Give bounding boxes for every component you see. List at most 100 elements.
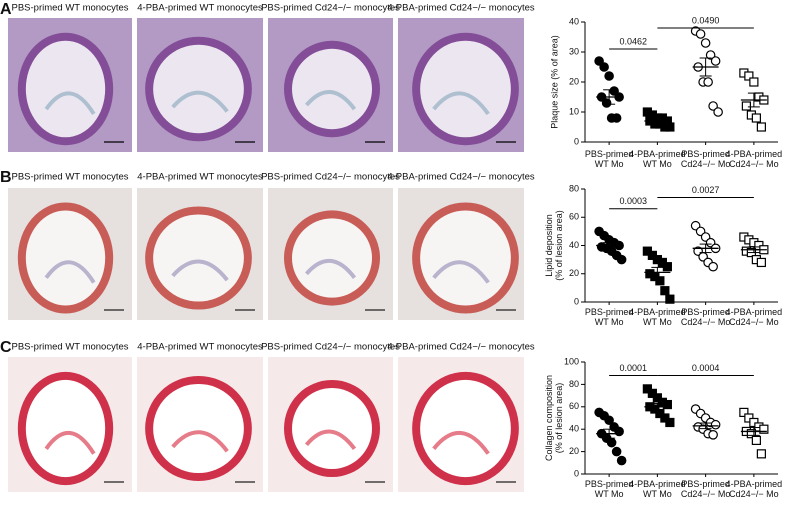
y-tick-label: 60 bbox=[569, 401, 579, 411]
x-tick-label: PBS-primed WT Mo bbox=[585, 149, 634, 169]
x-tick-label: 4-PBA-primed Cd24−/− Mo bbox=[726, 149, 783, 169]
histology-image bbox=[137, 188, 263, 320]
y-tick-label: 0 bbox=[574, 296, 579, 306]
image-title: PBS-primed Cd24−/− monocytes bbox=[261, 342, 400, 353]
x-tick-label: 4-PBA-primed WT Mo bbox=[629, 307, 686, 327]
plaque bbox=[44, 260, 96, 284]
error-bar bbox=[651, 118, 664, 124]
p-value: 0.0004 bbox=[692, 363, 720, 373]
lumen bbox=[25, 40, 106, 138]
y-tick-label: 40 bbox=[569, 240, 579, 250]
x-tick-label: 4-PBA-primed WT Mo bbox=[629, 479, 686, 499]
data-point bbox=[756, 257, 766, 268]
data-point bbox=[604, 415, 614, 426]
data-point bbox=[665, 417, 675, 428]
plaque bbox=[171, 90, 229, 113]
x-tick-label: PBS-primed WT Mo bbox=[585, 479, 634, 499]
data-point bbox=[710, 419, 721, 430]
data-point bbox=[710, 56, 721, 66]
image-title: PBS-primed Cd24−/− monocytes bbox=[261, 3, 400, 14]
x-tick-label: 4-PBA-primed Cd24−/− Mo bbox=[726, 479, 783, 499]
plaque bbox=[44, 430, 96, 455]
image-title: PBS-primed WT monocytes bbox=[11, 342, 128, 353]
y-tick-label: 30 bbox=[569, 46, 579, 56]
y-tick-label: 0 bbox=[574, 468, 579, 478]
error-bar bbox=[747, 427, 760, 436]
y-tick-label: 80 bbox=[569, 183, 579, 193]
data-point bbox=[703, 77, 713, 87]
data-point bbox=[705, 50, 716, 60]
panel-label: A bbox=[0, 1, 12, 18]
p-value: 0.0027 bbox=[692, 185, 720, 195]
x-tick-label: PBS-primed WT Mo bbox=[585, 307, 634, 327]
y-tick-label: 10 bbox=[569, 106, 579, 116]
y-tick-label: 100 bbox=[564, 356, 579, 366]
x-tick-label: 4-PBA-primed WT Mo bbox=[629, 149, 686, 169]
y-tick-label: 0 bbox=[574, 136, 579, 146]
p-value: 0.0003 bbox=[619, 196, 647, 206]
error-bar bbox=[699, 422, 712, 430]
data-point bbox=[741, 101, 751, 111]
error-bar bbox=[699, 57, 712, 77]
data-point bbox=[708, 261, 718, 272]
x-tick-label: PBS-primed Cd24−/− Mo bbox=[681, 479, 731, 499]
data-point bbox=[746, 429, 756, 439]
x-tick-label: PBS-primed Cd24−/− Mo bbox=[681, 149, 731, 169]
data-point bbox=[662, 399, 672, 410]
y-tick-label: 20 bbox=[569, 268, 579, 278]
histology-image bbox=[398, 357, 524, 492]
lumen bbox=[420, 40, 511, 138]
image-title: PBS-primed WT monocytes bbox=[11, 3, 128, 14]
data-point bbox=[665, 294, 675, 304]
x-tick-label: PBS-primed Cd24−/− Mo bbox=[681, 307, 731, 327]
data-point bbox=[609, 86, 619, 96]
plaque bbox=[304, 258, 357, 279]
data-point bbox=[655, 276, 665, 286]
plaque bbox=[44, 91, 96, 116]
lumen bbox=[420, 379, 511, 478]
error-bar bbox=[651, 266, 664, 278]
lumen bbox=[25, 379, 106, 478]
data-point bbox=[759, 424, 769, 434]
image-title: 4-PBA-primed WT monocytes bbox=[137, 3, 263, 14]
image-title: 4-PBA-primed Cd24−/− monocytes bbox=[387, 172, 535, 183]
plaque bbox=[171, 259, 229, 282]
histology-image bbox=[398, 188, 524, 320]
error-bar bbox=[603, 242, 616, 249]
panel-label: C bbox=[0, 339, 12, 356]
lumen bbox=[153, 44, 244, 134]
lumen bbox=[420, 210, 511, 306]
data-point bbox=[662, 262, 672, 272]
panel-label: B bbox=[0, 169, 12, 186]
y-tick-label: 60 bbox=[569, 212, 579, 222]
p-value: 0.0462 bbox=[619, 36, 647, 46]
data-point bbox=[751, 435, 761, 445]
p-value: 0.0490 bbox=[692, 15, 720, 25]
data-point bbox=[744, 71, 754, 81]
histology-image bbox=[8, 357, 132, 492]
data-point bbox=[695, 29, 706, 39]
y-axis-label: Plaque size (% of area) bbox=[549, 35, 559, 129]
data-point bbox=[614, 426, 624, 437]
lumen bbox=[292, 48, 372, 130]
histology-image bbox=[268, 188, 393, 320]
data-point bbox=[708, 101, 718, 111]
p-value: 0.0001 bbox=[619, 363, 647, 373]
error-bar bbox=[747, 246, 760, 254]
data-point bbox=[665, 122, 675, 132]
data-point bbox=[611, 446, 622, 457]
data-point bbox=[700, 38, 711, 48]
histology-image bbox=[268, 18, 393, 152]
error-bar bbox=[747, 92, 760, 108]
histology-image bbox=[137, 18, 263, 152]
data-point bbox=[594, 56, 604, 66]
plaque bbox=[304, 90, 357, 111]
error-bar bbox=[699, 243, 712, 254]
error-bar bbox=[651, 402, 664, 411]
data-point bbox=[599, 62, 609, 72]
data-point bbox=[660, 286, 670, 296]
lumen bbox=[153, 214, 244, 302]
plaque bbox=[304, 429, 357, 451]
data-point bbox=[756, 449, 766, 459]
